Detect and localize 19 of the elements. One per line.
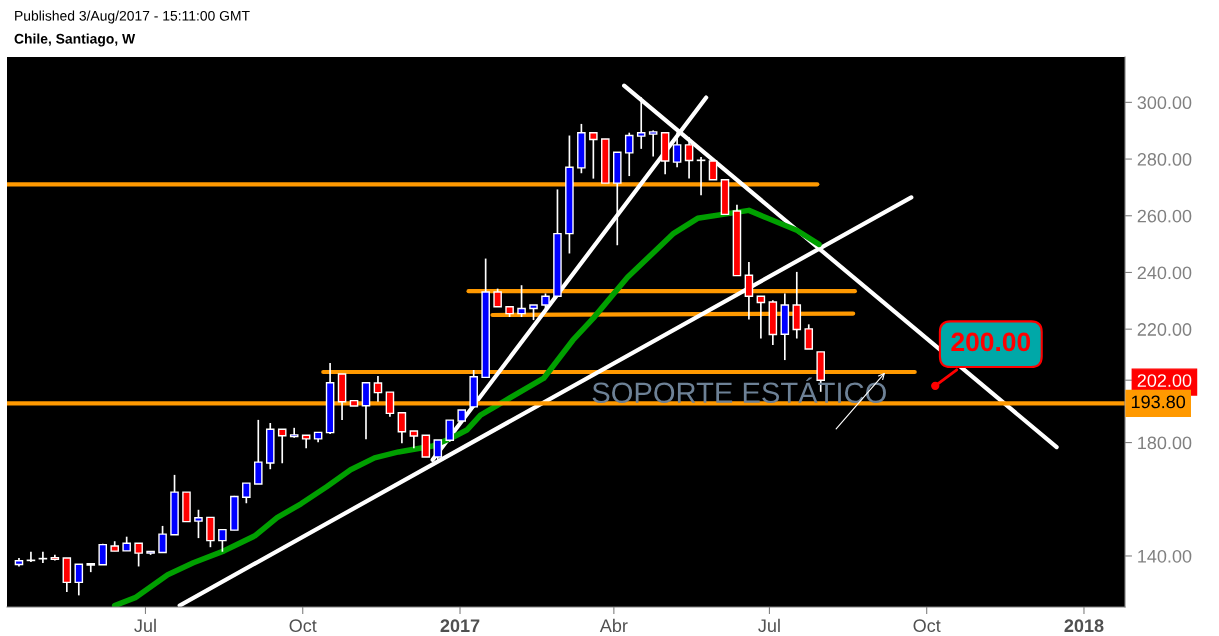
y-tick-label: 240.00 [1137,266,1192,280]
y-tick-label: 260.00 [1137,209,1192,223]
x-tick-label: Abr [599,618,628,633]
y-tick-label: 140.00 [1138,549,1192,563]
x-tick-label: Oct [289,619,317,633]
y-tick-label: 280.00 [1137,153,1192,166]
y-tick-label: 202.00 [1137,374,1192,387]
y-tick-label: 300.00 [1137,96,1192,110]
x-tick-label: 2018 [1064,619,1104,633]
chart-title: Chile, Santiago, W [14,33,136,47]
x-tick-label: Jul [758,618,780,633]
y-tick-label: 220.00 [1137,323,1192,336]
x-tick-label: Jul [134,618,156,633]
ref-line-label: 193.80 [1131,395,1186,409]
x-tick-label: 2017 [440,619,480,633]
y-tick-label: 180.00 [1138,436,1192,450]
x-tick-label: Oct [913,619,941,633]
text: Published 3/Aug/2017 - 15:11:00 GMT [15,10,250,24]
annotation: 200.00 [951,332,1031,352]
